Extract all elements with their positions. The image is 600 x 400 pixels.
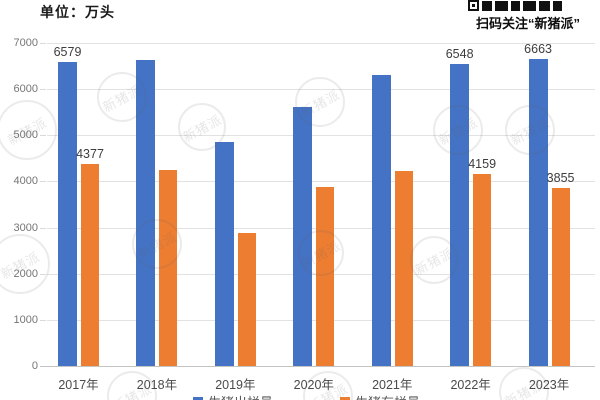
gridline [47,89,595,91]
x-tick-label: 2021年 [372,378,413,392]
x-tick-label: 2019年 [215,378,256,392]
x-tick-label: 2018年 [136,378,178,392]
gridline [47,135,595,137]
y-axis-tick [40,89,46,91]
y-axis-tick [40,181,46,183]
qr-code-icon [468,0,479,11]
bar-生猪出栏量-2022年 [450,63,470,366]
y-tick-label: 3000 [13,221,38,234]
x-tick-label: 2017年 [58,378,99,392]
y-tick-label: 0 [31,360,38,372]
x-tick-label: 2023年 [528,378,570,392]
bar-生猪出栏量-2021年 [371,74,391,366]
qr-caption: 扫码关注“新猪派” [475,16,580,31]
bar-生猪存栏量-2019年 [237,233,256,366]
y-tick-label: 5000 [13,129,38,142]
chart-unit-title: 单位：万头 [40,4,115,20]
y-tick-label: 4000 [13,175,38,188]
bar-生猪出栏量-2018年 [136,59,156,366]
bar-生猪存栏量-2023年 [551,188,570,366]
y-tick-label: 6000 [13,83,38,96]
y-axis-tick [40,273,46,275]
bar-data-label: 4159 [468,157,497,172]
bar-data-label: 3855 [546,171,575,186]
y-tick-label: 2000 [13,267,38,280]
watermark-text: 新猪派 [180,111,225,145]
legend-swatch-blue [193,396,203,400]
bar-data-label: 6548 [445,46,474,61]
bar-data-label: 6663 [524,41,552,56]
y-axis-tick [40,227,46,229]
gridline [47,43,595,44]
bar-生猪出栏量-2020年 [293,106,313,366]
bar-生猪存栏量-2022年 [473,174,492,366]
legend-item-inventory: 生猪存栏量 [340,392,420,400]
y-axis-tick [40,319,46,321]
qr-logo-strip [468,0,562,11]
gridline [47,181,595,183]
legend-label: 生猪存栏量 [355,392,420,400]
legend-item-slaughter: 生猪出栏量 [193,392,273,400]
legend-label: 生猪出栏量 [208,392,273,400]
y-axis-tick [40,135,46,137]
y-tick-label: 7000 [13,37,38,49]
x-tick-label: 2020年 [293,378,334,392]
bar-生猪出栏量-2023年 [528,58,548,366]
bar-生猪存栏量-2020年 [316,187,335,366]
bar-生猪存栏量-2017年 [81,164,99,366]
legend-swatch-orange [340,396,350,400]
bar-生猪存栏量-2021年 [394,171,413,366]
y-axis-tick [40,43,46,44]
bar-data-label: 6579 [53,45,82,60]
bar-data-label: 4377 [76,147,104,162]
bar-生猪出栏量-2019年 [214,142,234,366]
watermark-stamp: 新猪派 [0,234,50,294]
x-axis-line [40,366,595,367]
y-tick-label: 1000 [13,313,38,326]
bar-生猪出栏量-2017年 [58,62,77,366]
bar-生猪存栏量-2018年 [159,169,178,366]
x-tick-label: 2022年 [450,378,491,392]
